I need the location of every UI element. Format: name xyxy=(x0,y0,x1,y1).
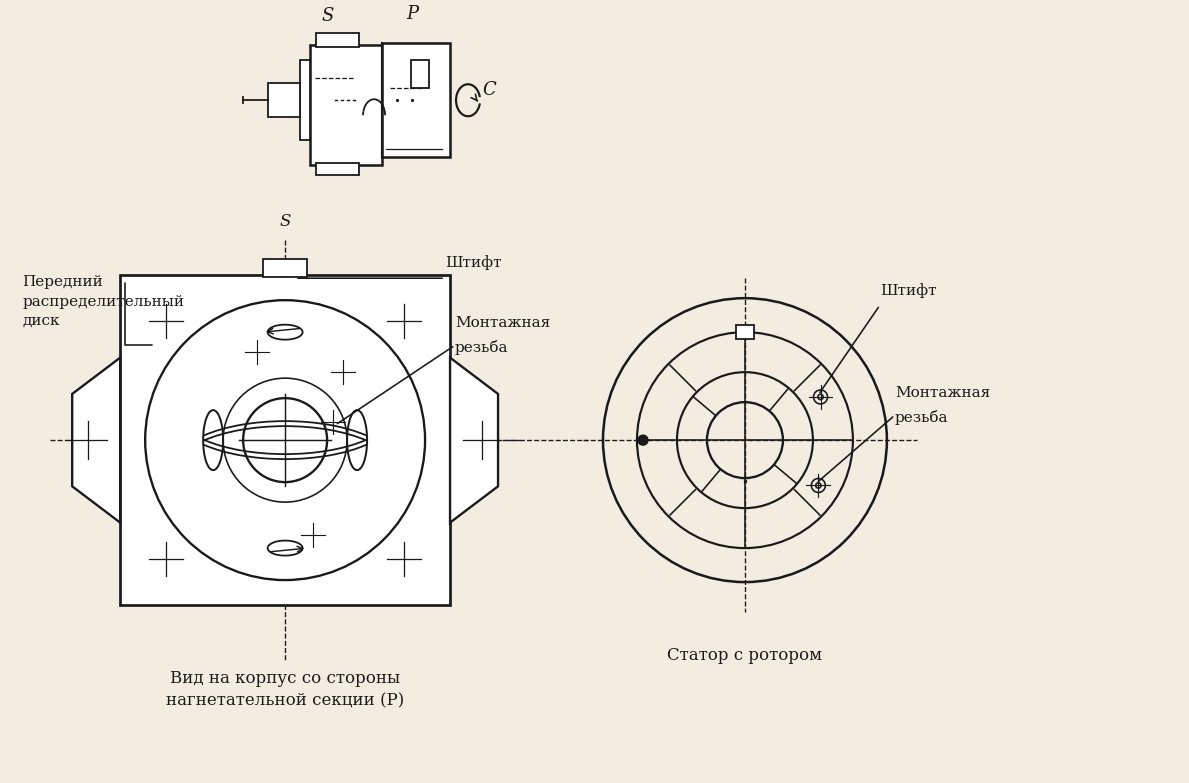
Bar xyxy=(300,60,310,140)
Text: Передний
распределительный
диск: Передний распределительный диск xyxy=(23,275,184,328)
Bar xyxy=(269,83,300,117)
Text: Штифт: Штифт xyxy=(880,283,937,298)
Text: Вид на корпус со стороны: Вид на корпус со стороны xyxy=(170,670,401,687)
Text: C: C xyxy=(482,81,496,99)
Text: резьба: резьба xyxy=(455,340,509,355)
Bar xyxy=(263,259,307,277)
Text: резьба: резьба xyxy=(895,410,949,425)
Bar xyxy=(120,275,451,605)
Text: S: S xyxy=(322,7,334,25)
Bar xyxy=(316,163,359,175)
Text: S: S xyxy=(279,213,291,230)
Bar xyxy=(316,34,359,47)
Text: Статор с ротором: Статор с ротором xyxy=(667,647,823,664)
Circle shape xyxy=(638,435,648,445)
Polygon shape xyxy=(73,358,120,522)
Polygon shape xyxy=(451,358,498,522)
Bar xyxy=(410,60,428,88)
Bar xyxy=(310,45,382,165)
Text: нагнетательной секции (Р): нагнетательной секции (Р) xyxy=(166,692,404,709)
Bar xyxy=(382,43,451,157)
Bar xyxy=(736,325,754,339)
Text: Монтажная: Монтажная xyxy=(895,386,990,400)
Text: P: P xyxy=(407,5,419,23)
Text: Монтажная: Монтажная xyxy=(455,316,551,330)
Text: Штифт: Штифт xyxy=(445,255,502,270)
